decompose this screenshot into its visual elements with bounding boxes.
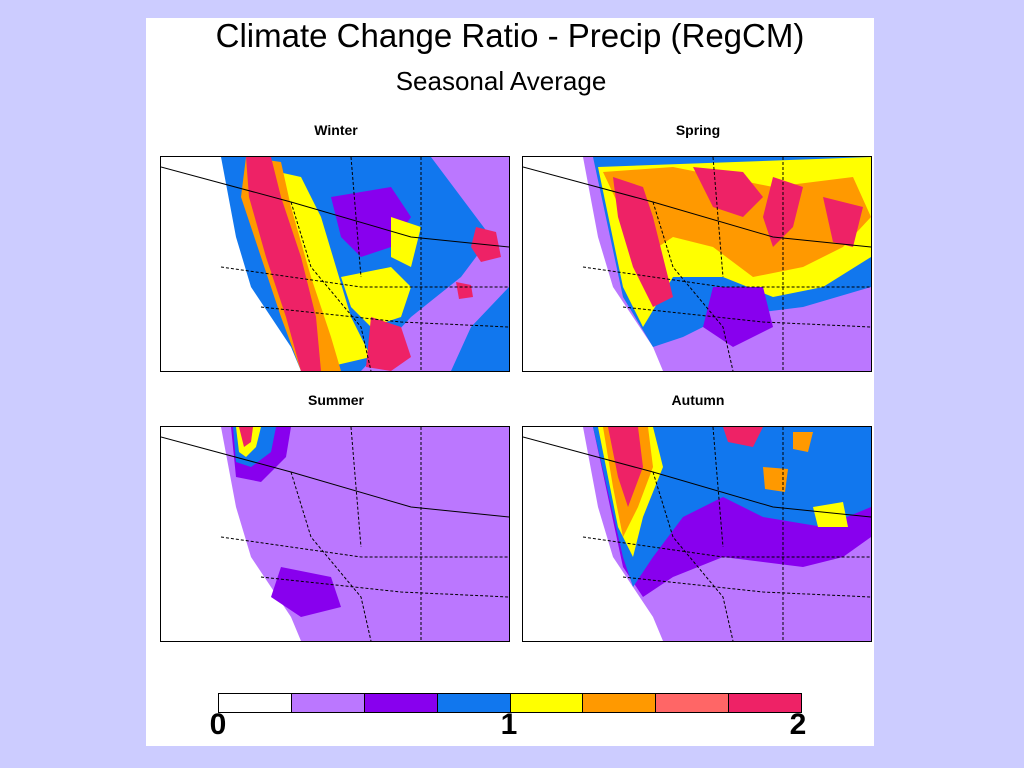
colorbar-segment-5 (583, 694, 657, 712)
map-panel-winter (160, 156, 510, 372)
map-autumn (523, 427, 871, 641)
slide: Climate Change Ratio - Precip (RegCM) Se… (146, 18, 874, 746)
map-spring (523, 157, 871, 371)
map-winter (161, 157, 509, 371)
map-panel-spring (522, 156, 872, 372)
page-subtitle: Seasonal Average (395, 66, 607, 96)
panel-title-summer: Summer (307, 392, 365, 408)
panel-title-spring: Spring (675, 122, 721, 138)
colorbar-segment-3 (437, 694, 511, 712)
colorbar-label-max: 2 (789, 708, 807, 741)
panel-title-winter: Winter (314, 122, 358, 138)
panel-title-autumn: Autumn (671, 392, 725, 408)
map-panel-summer (160, 426, 510, 642)
colorbar (218, 693, 802, 713)
colorbar-segment-1 (291, 694, 365, 712)
colorbar-segment-7 (729, 694, 801, 712)
map-summer (161, 427, 509, 641)
map-panel-autumn (522, 426, 872, 642)
colorbar-segment-0 (219, 694, 292, 712)
colorbar-segment-2 (364, 694, 438, 712)
colorbar-label-mid: 1 (500, 708, 518, 741)
colorbar-label-min: 0 (209, 708, 227, 741)
colorbar-segment-4 (510, 694, 584, 712)
page-title: Climate Change Ratio - Precip (RegCM) (215, 17, 805, 54)
colorbar-segment-6 (656, 694, 730, 712)
